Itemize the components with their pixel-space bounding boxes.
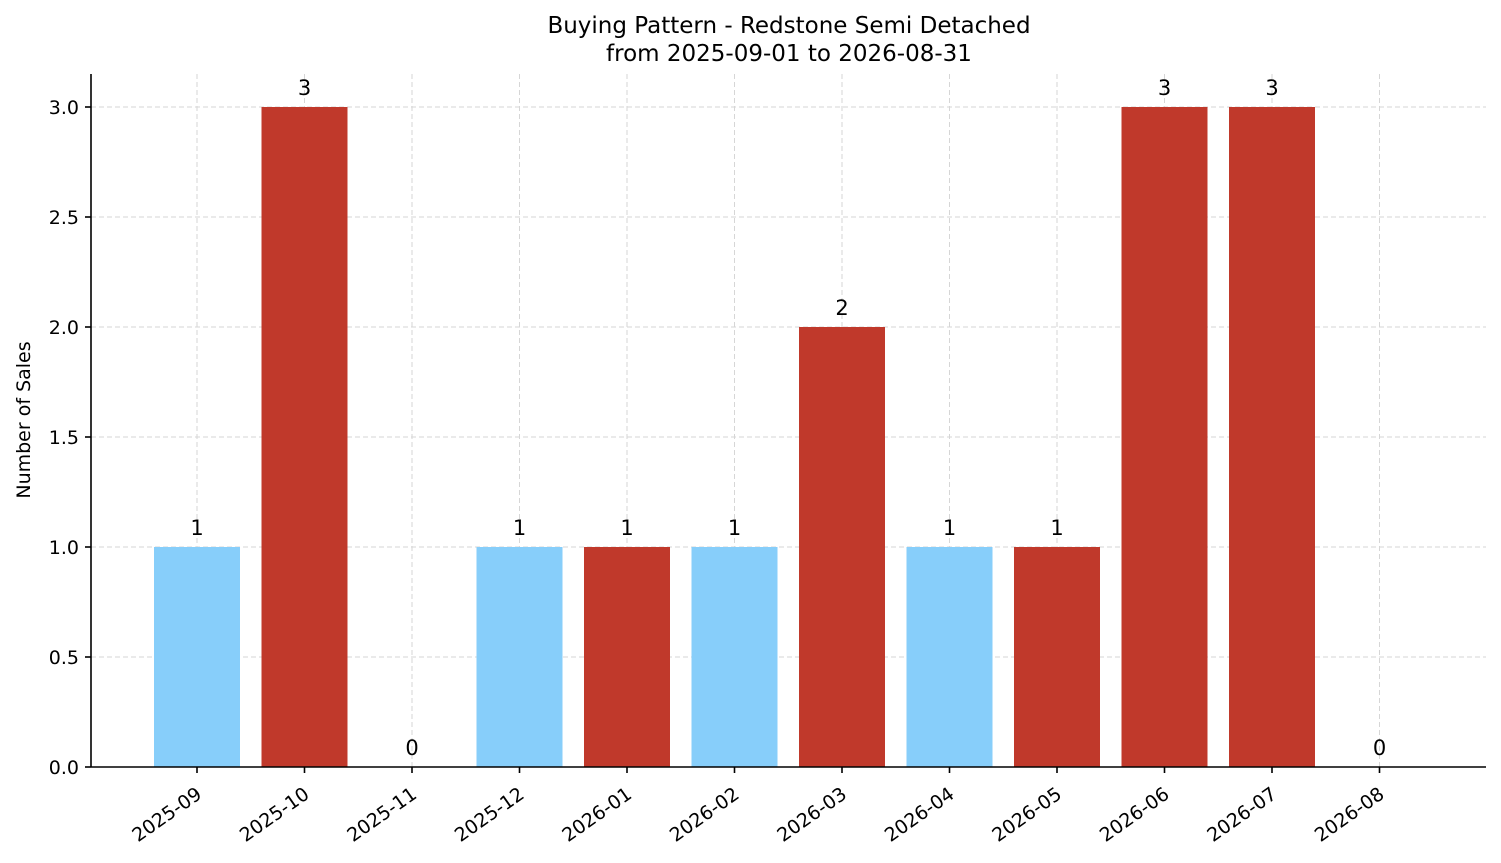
bar [1229,107,1315,767]
y-tick-label: 1.0 [49,537,79,559]
bar [261,107,348,767]
y-tick-label: 3.0 [49,97,79,119]
x-tick-label: 2026-05 [988,783,1066,847]
bar-value-label: 1 [190,516,203,540]
bar-value-label: 3 [1265,76,1278,100]
y-tick-label: 0.0 [49,757,79,779]
bar-value-label: 0 [1373,736,1386,760]
x-tick-label: 2025-12 [451,783,529,847]
x-tick-label: 2026-03 [773,783,851,847]
bar-value-label: 2 [835,296,848,320]
y-tick-label: 2.0 [49,317,79,339]
bar [799,327,885,767]
y-ticks: 0.0 0.5 1.0 1.5 2.0 2.5 3.0 [49,97,91,779]
bar [691,547,778,767]
y-tick-label: 1.5 [49,427,79,449]
bars [154,107,1315,767]
x-tick-label: 2025-11 [343,783,421,847]
data-labels: 1 3 0 1 1 1 2 1 1 3 3 0 [190,76,1386,760]
bar [154,547,240,767]
bar-value-label: 0 [405,736,418,760]
x-tick-label: 2025-10 [236,783,314,847]
bar [1014,547,1100,767]
x-tick-label: 2026-02 [666,783,744,847]
chart-subtitle: from 2025-09-01 to 2026-08-31 [606,41,972,67]
bar-value-label: 1 [943,516,956,540]
y-axis-label: Number of Sales [13,341,35,498]
x-ticks: 2025-09 2025-10 2025-11 2025-12 2026-01 2026-… [128,767,1388,847]
bar [1121,107,1208,767]
bar-value-label: 1 [513,516,526,540]
axes [90,74,1486,768]
x-tick-label: 2026-01 [558,783,636,847]
chart-title: Buying Pattern - Redstone Semi Detached [547,13,1030,39]
y-tick-label: 2.5 [49,207,79,229]
bar-value-label: 1 [620,516,633,540]
bar-value-label: 3 [1158,76,1171,100]
x-tick-label: 2026-07 [1203,783,1281,847]
x-tick-label: 2026-04 [881,783,959,847]
bar-value-label: 3 [298,76,311,100]
bar [906,547,993,767]
x-tick-label: 2026-06 [1096,783,1174,847]
bar-value-label: 1 [1050,516,1063,540]
x-tick-label: 2025-09 [128,783,206,847]
y-tick-label: 0.5 [49,647,79,669]
bar [476,547,563,767]
bar [584,547,670,767]
bar-value-label: 1 [728,516,741,540]
x-tick-label: 2026-08 [1311,783,1389,847]
